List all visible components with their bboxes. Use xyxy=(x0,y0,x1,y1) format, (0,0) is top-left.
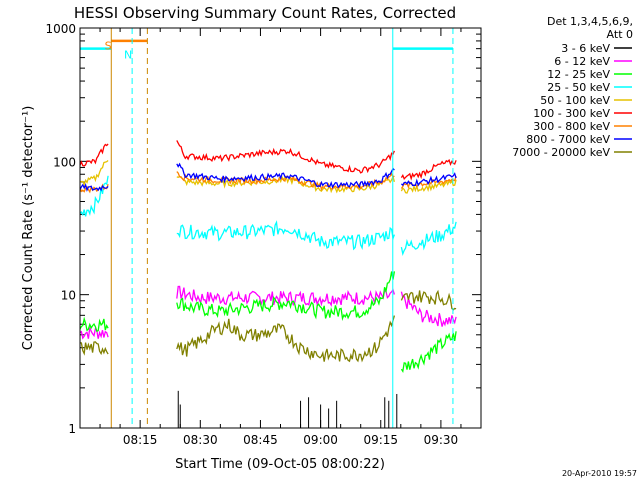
legend-label: 6 - 12 keV xyxy=(554,55,610,68)
legend-label: 3 - 6 keV xyxy=(561,42,610,55)
series-line-12-25keV xyxy=(79,271,457,374)
legend-label: 100 - 300 keV xyxy=(533,107,610,120)
y-tick-label: 1 xyxy=(68,422,76,436)
y-tick-label: 100 xyxy=(53,155,76,169)
x-tick-label: 09:00 xyxy=(303,433,338,447)
series-line-800-7000keV xyxy=(79,162,457,192)
legend-header-2: Att 0 xyxy=(607,28,633,41)
y-axis-label: Corrected Count Rate (s⁻¹ detector⁻¹) xyxy=(21,106,36,351)
legend-label: 12 - 25 keV xyxy=(547,68,610,81)
series-line-100-300keV xyxy=(79,140,457,181)
timestamp: 20-Apr-2010 19:57 xyxy=(562,469,637,478)
x-tick-label: 09:30 xyxy=(424,433,459,447)
legend-label: 7000 - 20000 keV xyxy=(512,146,610,159)
marker-label: N xyxy=(124,49,132,62)
x-tick-label: 08:45 xyxy=(243,433,278,447)
x-tick-label: 08:30 xyxy=(183,433,218,447)
chart-title: HESSI Observing Summary Count Rates, Cor… xyxy=(74,4,456,22)
x-tick-label: 09:15 xyxy=(363,433,398,447)
series-line-25-50keV xyxy=(79,175,457,257)
x-tick-label: 08:15 xyxy=(123,433,158,447)
legend-label: 300 - 800 keV xyxy=(533,120,610,133)
plot-frame xyxy=(79,27,482,429)
legend-label: 25 - 50 keV xyxy=(547,81,610,94)
y-tick-label: 10 xyxy=(61,289,76,303)
legend-header-1: Det 1,3,4,5,6,9, xyxy=(547,15,633,28)
y-tick-label: 1000 xyxy=(45,22,76,36)
series-line-7000-20000keV xyxy=(79,289,457,363)
x-axis-label: Start Time (09-Oct-05 08:00:22) xyxy=(175,457,385,472)
series-line-6-12keV xyxy=(79,285,457,340)
marker-label: S xyxy=(105,40,112,53)
plot-area: 08:15 08:30 08:45 09:00 09:15 09:30 1 10 100 1000… xyxy=(45,22,481,447)
legend-label: 800 - 7000 keV xyxy=(526,133,610,146)
legend-label: 50 - 100 keV xyxy=(540,94,610,107)
